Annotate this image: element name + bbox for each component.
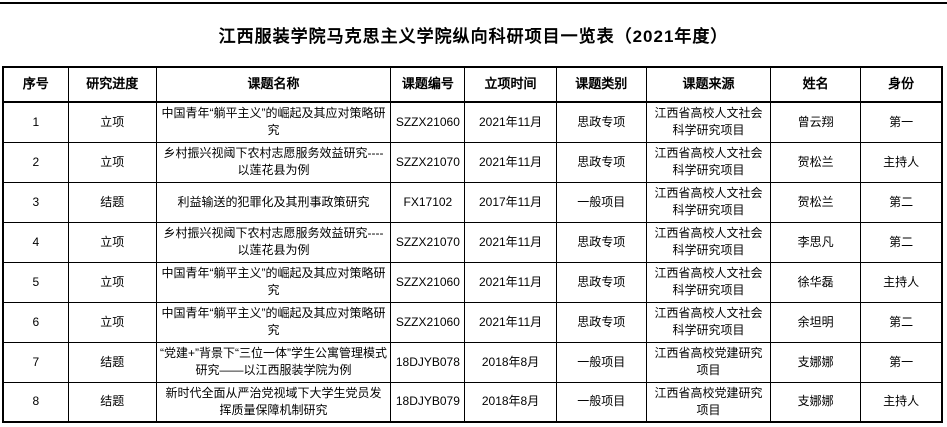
- table-cell: 结题: [67, 181, 157, 223]
- table-cell: 一般项目: [555, 341, 647, 383]
- table-cell: 思政专项: [555, 221, 647, 263]
- table-cell: 利益输送的犯罪化及其刑事政策研究: [155, 181, 392, 223]
- table-cell: 徐华磊: [770, 261, 862, 303]
- table-cell: 余坦明: [770, 301, 862, 343]
- table-cell: 李思凡: [770, 221, 862, 263]
- table-cell: 江西省高校党建研究项目: [645, 381, 772, 423]
- table-cell: 中国青年“躺平主义”的崛起及其应对策略研究: [155, 101, 392, 143]
- table-body: 1 立项 中国青年“躺平主义”的崛起及其应对策略研究 SZZX21060 2021年11…: [2, 101, 943, 423]
- table-cell: 2021年11月: [464, 141, 557, 183]
- research-projects-table: 序号 研究进度 课题名称 课题编号 立项时间 课题类别 课题来源 姓名 身份 1 立项 中国青年“躺…: [2, 66, 943, 423]
- table-cell: 2017年11月: [464, 181, 557, 223]
- column-header: 姓名: [770, 66, 862, 103]
- column-header: 课题编号: [390, 66, 466, 103]
- table-cell: 2018年8月: [464, 341, 557, 383]
- table-cell: 江西省高校人文社会科学研究项目: [645, 181, 772, 223]
- table-cell: 新时代全面从严治党视域下大学生党员发挥质量保障机制研究: [155, 381, 392, 423]
- table-cell: 2021年11月: [464, 101, 557, 143]
- table-cell: 一般项目: [555, 181, 647, 223]
- table-cell: 18DJYB079: [390, 381, 466, 423]
- table-cell: 8: [2, 381, 69, 423]
- table-row: 8 结题 新时代全面从严治党视域下大学生党员发挥质量保障机制研究 18DJYB079 2…: [2, 381, 943, 423]
- table-cell: 江西省高校人文社会科学研究项目: [645, 301, 772, 343]
- table-cell: 2018年8月: [464, 381, 557, 423]
- table-cell: 中国青年“躺平主义”的崛起及其应对策略研究: [155, 261, 392, 303]
- table-row: 1 立项 中国青年“躺平主义”的崛起及其应对策略研究 SZZX21060 2021年11…: [2, 101, 943, 143]
- table-row: 6 立项 中国青年“躺平主义”的崛起及其应对策略研究 SZZX21060 2021年11…: [2, 301, 943, 343]
- table-cell: 结题: [67, 341, 157, 383]
- table-cell: 支娜娜: [770, 381, 862, 423]
- table-cell: 结题: [67, 381, 157, 423]
- table-row: 4 立项 乡村振兴视阈下农村志愿服务效益研究----以莲花县为例 SZZX21070 2…: [2, 221, 943, 263]
- table-cell: 主持人: [860, 381, 943, 423]
- table-cell: SZZX21060: [390, 101, 466, 143]
- table-cell: 江西省高校人文社会科学研究项目: [645, 101, 772, 143]
- table-cell: 第二: [860, 181, 943, 223]
- table-cell: 2021年11月: [464, 301, 557, 343]
- table-cell: 乡村振兴视阈下农村志愿服务效益研究----以莲花县为例: [155, 141, 392, 183]
- table-cell: 思政专项: [555, 101, 647, 143]
- table-row: 5 立项 中国青年“躺平主义”的崛起及其应对策略研究 SZZX21060 2021年11…: [2, 261, 943, 303]
- table-cell: 立项: [67, 261, 157, 303]
- table-cell: 4: [2, 221, 69, 263]
- table-row: 7 结题 “党建+”背景下“三位一体”学生公寓管理模式研究――以江西服装学院为例 18…: [2, 341, 943, 383]
- table-cell: 一般项目: [555, 381, 647, 423]
- table-cell: 5: [2, 261, 69, 303]
- column-header: 序号: [2, 66, 69, 103]
- table-cell: 立项: [67, 221, 157, 263]
- table-cell: “党建+”背景下“三位一体”学生公寓管理模式研究――以江西服装学院为例: [155, 341, 392, 383]
- table-cell: SZZX21060: [390, 301, 466, 343]
- table-cell: 2021年11月: [464, 261, 557, 303]
- table-cell: 2: [2, 141, 69, 183]
- table-cell: 贺松兰: [770, 141, 862, 183]
- table-cell: 第二: [860, 301, 943, 343]
- table-cell: 曾云翔: [770, 101, 862, 143]
- page-title: 江西服装学院马克思主义学院纵向科研项目一览表（2021年度）: [218, 27, 729, 46]
- table-cell: 江西省高校党建研究项目: [645, 341, 772, 383]
- table-cell: 3: [2, 181, 69, 223]
- column-header: 课题来源: [645, 66, 772, 103]
- table-cell: 乡村振兴视阈下农村志愿服务效益研究----以莲花县为例: [155, 221, 392, 263]
- column-header: 课题类别: [555, 66, 647, 103]
- table-cell: 立项: [67, 101, 157, 143]
- table-cell: 18DJYB078: [390, 341, 466, 383]
- table-cell: 思政专项: [555, 141, 647, 183]
- column-header: 立项时间: [464, 66, 557, 103]
- table-cell: 第一: [860, 101, 943, 143]
- table-row: 3 结题 利益输送的犯罪化及其刑事政策研究 FX17102 2017年11月 一般项目 江西…: [2, 181, 943, 223]
- table-cell: 6: [2, 301, 69, 343]
- table-row: 2 立项 乡村振兴视阈下农村志愿服务效益研究----以莲花县为例 SZZX21070 2…: [2, 141, 943, 183]
- table-cell: 第二: [860, 221, 943, 263]
- table-cell: 2021年11月: [464, 221, 557, 263]
- table-cell: 中国青年“躺平主义”的崛起及其应对策略研究: [155, 301, 392, 343]
- top-divider: [0, 2, 947, 4]
- table-cell: 主持人: [860, 141, 943, 183]
- table-cell: 第一: [860, 341, 943, 383]
- column-header: 课题名称: [155, 66, 392, 103]
- table-cell: 思政专项: [555, 261, 647, 303]
- column-header: 身份: [860, 66, 943, 103]
- table-cell: 支娜娜: [770, 341, 862, 383]
- table-cell: 立项: [67, 301, 157, 343]
- table-cell: FX17102: [390, 181, 466, 223]
- header-row: 序号 研究进度 课题名称 课题编号 立项时间 课题类别 课题来源 姓名 身份: [2, 66, 943, 103]
- table-cell: 1: [2, 101, 69, 143]
- table-cell: 7: [2, 341, 69, 383]
- table-cell: 思政专项: [555, 301, 647, 343]
- table-cell: 立项: [67, 141, 157, 183]
- table-cell: SZZX21060: [390, 261, 466, 303]
- table-cell: 贺松兰: [770, 181, 862, 223]
- table-cell: 江西省高校人文社会科学研究项目: [645, 221, 772, 263]
- table-cell: SZZX21070: [390, 141, 466, 183]
- column-header: 研究进度: [67, 66, 157, 103]
- table-cell: 主持人: [860, 261, 943, 303]
- table-cell: 江西省高校人文社会科学研究项目: [645, 141, 772, 183]
- table-cell: 江西省高校人文社会科学研究项目: [645, 261, 772, 303]
- table-cell: SZZX21070: [390, 221, 466, 263]
